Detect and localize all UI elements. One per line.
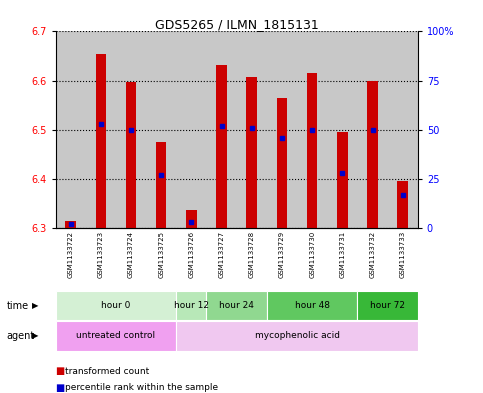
Text: agent: agent (6, 331, 34, 341)
Bar (56, 31, 86, 228)
Text: untreated control: untreated control (76, 331, 156, 340)
Text: GSM1133722: GSM1133722 (68, 231, 73, 278)
Text: ■: ■ (56, 383, 65, 393)
Bar (297, 31, 327, 228)
Bar (337, 132, 348, 228)
Bar (176, 31, 207, 228)
Text: percentile rank within the sample: percentile rank within the sample (65, 384, 218, 392)
Text: GSM1133733: GSM1133733 (400, 231, 406, 278)
Text: hour 0: hour 0 (101, 301, 130, 310)
Bar (146, 31, 176, 228)
Bar (176, 291, 207, 320)
Text: time: time (6, 301, 28, 310)
Bar (65, 220, 76, 228)
Text: GSM1133726: GSM1133726 (188, 231, 194, 278)
Bar (307, 73, 317, 228)
Text: GSM1133727: GSM1133727 (219, 231, 225, 278)
Bar (207, 31, 237, 228)
Bar (277, 98, 287, 228)
Bar (388, 31, 418, 228)
Text: hour 48: hour 48 (295, 301, 329, 310)
Bar (56, 291, 176, 320)
Bar (267, 291, 357, 320)
Bar (186, 210, 197, 228)
Text: GSM1133723: GSM1133723 (98, 231, 104, 278)
Bar (216, 65, 227, 228)
Bar (96, 53, 106, 228)
Text: GDS5265 / ILMN_1815131: GDS5265 / ILMN_1815131 (155, 18, 319, 31)
Text: hour 24: hour 24 (219, 301, 254, 310)
Bar (357, 291, 418, 320)
Text: GSM1133724: GSM1133724 (128, 231, 134, 278)
Bar (56, 321, 176, 351)
Bar (176, 321, 418, 351)
Text: hour 72: hour 72 (370, 301, 405, 310)
Text: GSM1133729: GSM1133729 (279, 231, 285, 278)
Bar (207, 291, 267, 320)
Text: GSM1133732: GSM1133732 (369, 231, 375, 278)
Bar (237, 31, 267, 228)
Bar (246, 77, 257, 228)
Text: GSM1133725: GSM1133725 (158, 231, 164, 278)
Bar (327, 31, 357, 228)
Bar (156, 142, 167, 228)
Text: mycophenolic acid: mycophenolic acid (255, 331, 340, 340)
Text: transformed count: transformed count (65, 367, 149, 376)
Bar (126, 82, 136, 228)
Bar (357, 31, 388, 228)
Text: ▶: ▶ (31, 331, 38, 340)
Bar (86, 31, 116, 228)
Bar (267, 31, 297, 228)
Text: GSM1133728: GSM1133728 (249, 231, 255, 278)
Text: ▶: ▶ (31, 301, 38, 310)
Text: GSM1133730: GSM1133730 (309, 231, 315, 278)
Bar (398, 181, 408, 228)
Text: GSM1133731: GSM1133731 (340, 231, 345, 278)
Bar (116, 31, 146, 228)
Text: ■: ■ (56, 366, 65, 376)
Text: hour 12: hour 12 (174, 301, 209, 310)
Bar (367, 81, 378, 228)
